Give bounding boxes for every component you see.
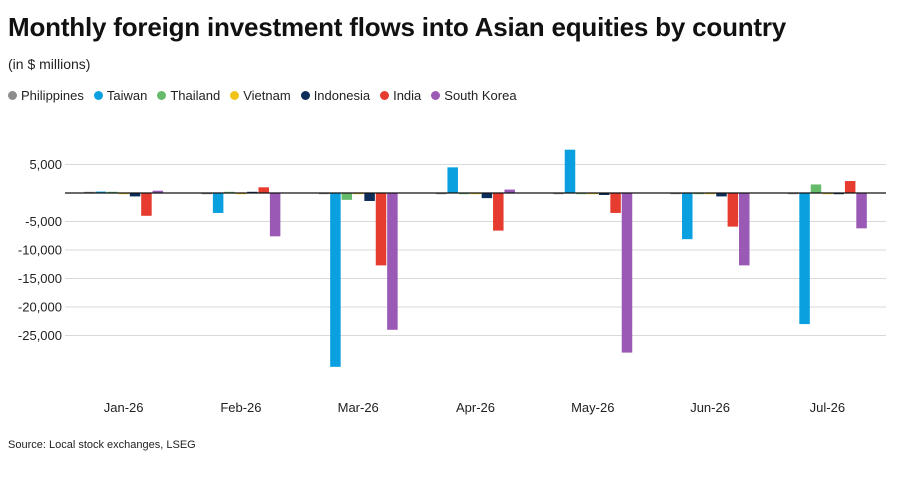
- chart-title: Monthly foreign investment flows into As…: [8, 12, 787, 42]
- bar: [141, 193, 152, 216]
- bar: [318, 193, 330, 195]
- bar: [447, 167, 458, 193]
- x-tick-label: Feb-26: [220, 400, 261, 415]
- bar: [810, 184, 822, 193]
- bar: [704, 193, 716, 195]
- bar: [682, 193, 693, 240]
- bar: [258, 187, 269, 193]
- chart-subtitle: (in $ millions): [8, 56, 91, 72]
- bar: [118, 193, 129, 195]
- bar: [235, 193, 247, 195]
- x-tick-label: Jun-26: [690, 400, 730, 415]
- bar: [739, 193, 750, 266]
- y-tick-label: -10,000: [18, 243, 62, 258]
- bar: [856, 193, 867, 229]
- bar: [364, 193, 375, 201]
- legend-label: Vietnam: [243, 88, 291, 103]
- bar: [670, 193, 682, 195]
- legend-item: Vietnam: [230, 88, 291, 103]
- bar: [458, 193, 470, 195]
- bar: [129, 193, 141, 197]
- bar: [727, 193, 739, 227]
- bar: [387, 193, 398, 330]
- legend-label: Indonesia: [313, 88, 371, 103]
- legend-swatch: [431, 91, 441, 100]
- bar: [576, 193, 587, 195]
- legend-swatch: [380, 91, 390, 100]
- bar: [564, 149, 576, 193]
- legend-swatch: [8, 91, 17, 100]
- legend-item: South Korea: [431, 88, 517, 103]
- bar: [375, 193, 387, 266]
- bar: [621, 193, 633, 353]
- bar: [341, 193, 353, 200]
- legend-swatch: [300, 91, 310, 100]
- bar: [799, 193, 810, 325]
- bar-series: [84, 149, 867, 367]
- bar: [436, 193, 447, 195]
- bar: [269, 193, 281, 237]
- bar: [587, 193, 599, 195]
- x-axis-labels: Jan-26 Feb-26 Mar-26 Apr-26 May-26 Jun-26 Jul-…: [104, 400, 845, 415]
- legend-swatch: [157, 91, 167, 100]
- bar: [553, 193, 564, 195]
- y-tick-label: -25,000: [18, 328, 62, 343]
- legend-label: Thailand: [170, 88, 221, 103]
- x-tick-label: Jul-26: [810, 400, 845, 415]
- y-tick-label: -20,000: [18, 300, 62, 315]
- bar: [330, 193, 341, 367]
- x-tick-label: Jan-26: [104, 400, 144, 415]
- bar: [504, 189, 515, 193]
- bar: [481, 193, 493, 199]
- legend-item: Philippines: [8, 88, 84, 103]
- bar: [201, 193, 212, 195]
- bar: [716, 193, 727, 197]
- legend-item: Taiwan: [93, 88, 148, 103]
- bar: [212, 193, 224, 213]
- bar: [610, 193, 621, 213]
- legend-label: South Korea: [444, 88, 517, 103]
- bar: [493, 193, 504, 231]
- x-tick-label: Apr-26: [456, 400, 495, 415]
- legend-label: India: [393, 88, 422, 103]
- y-tick-label: -15,000: [18, 271, 62, 286]
- legend-swatch: [230, 91, 240, 100]
- legend-label: Taiwan: [106, 88, 148, 103]
- bar: [470, 193, 481, 195]
- source-note: Source: Local stock exchanges, LSEG: [8, 439, 196, 451]
- bar: [844, 181, 856, 193]
- bar: [693, 193, 704, 195]
- legend-item: India: [380, 88, 421, 103]
- legend-label: Philippines: [21, 88, 84, 103]
- bar: [833, 193, 845, 195]
- y-tick-label: -5,000: [25, 214, 62, 229]
- bar: [152, 190, 164, 193]
- bar: [598, 193, 610, 195]
- chart-legend: Philippines Taiwan Thailand Vietnam Indonesi…: [8, 88, 527, 103]
- bar: [822, 193, 833, 195]
- legend-item: Thailand: [157, 88, 220, 103]
- x-tick-label: May-26: [571, 400, 614, 415]
- x-tick-label: Mar-26: [338, 400, 379, 415]
- bar: [787, 193, 799, 195]
- bar: [95, 191, 107, 193]
- grid-lines: [65, 164, 886, 336]
- legend-item: Indonesia: [300, 88, 371, 103]
- y-tick-label: 5,000: [29, 157, 62, 172]
- legend-swatch: [93, 91, 103, 100]
- bar: [352, 193, 364, 195]
- y-axis-labels: 5,000 -5,000 -10,000 -15,000 -20,000 -25,000: [18, 157, 62, 343]
